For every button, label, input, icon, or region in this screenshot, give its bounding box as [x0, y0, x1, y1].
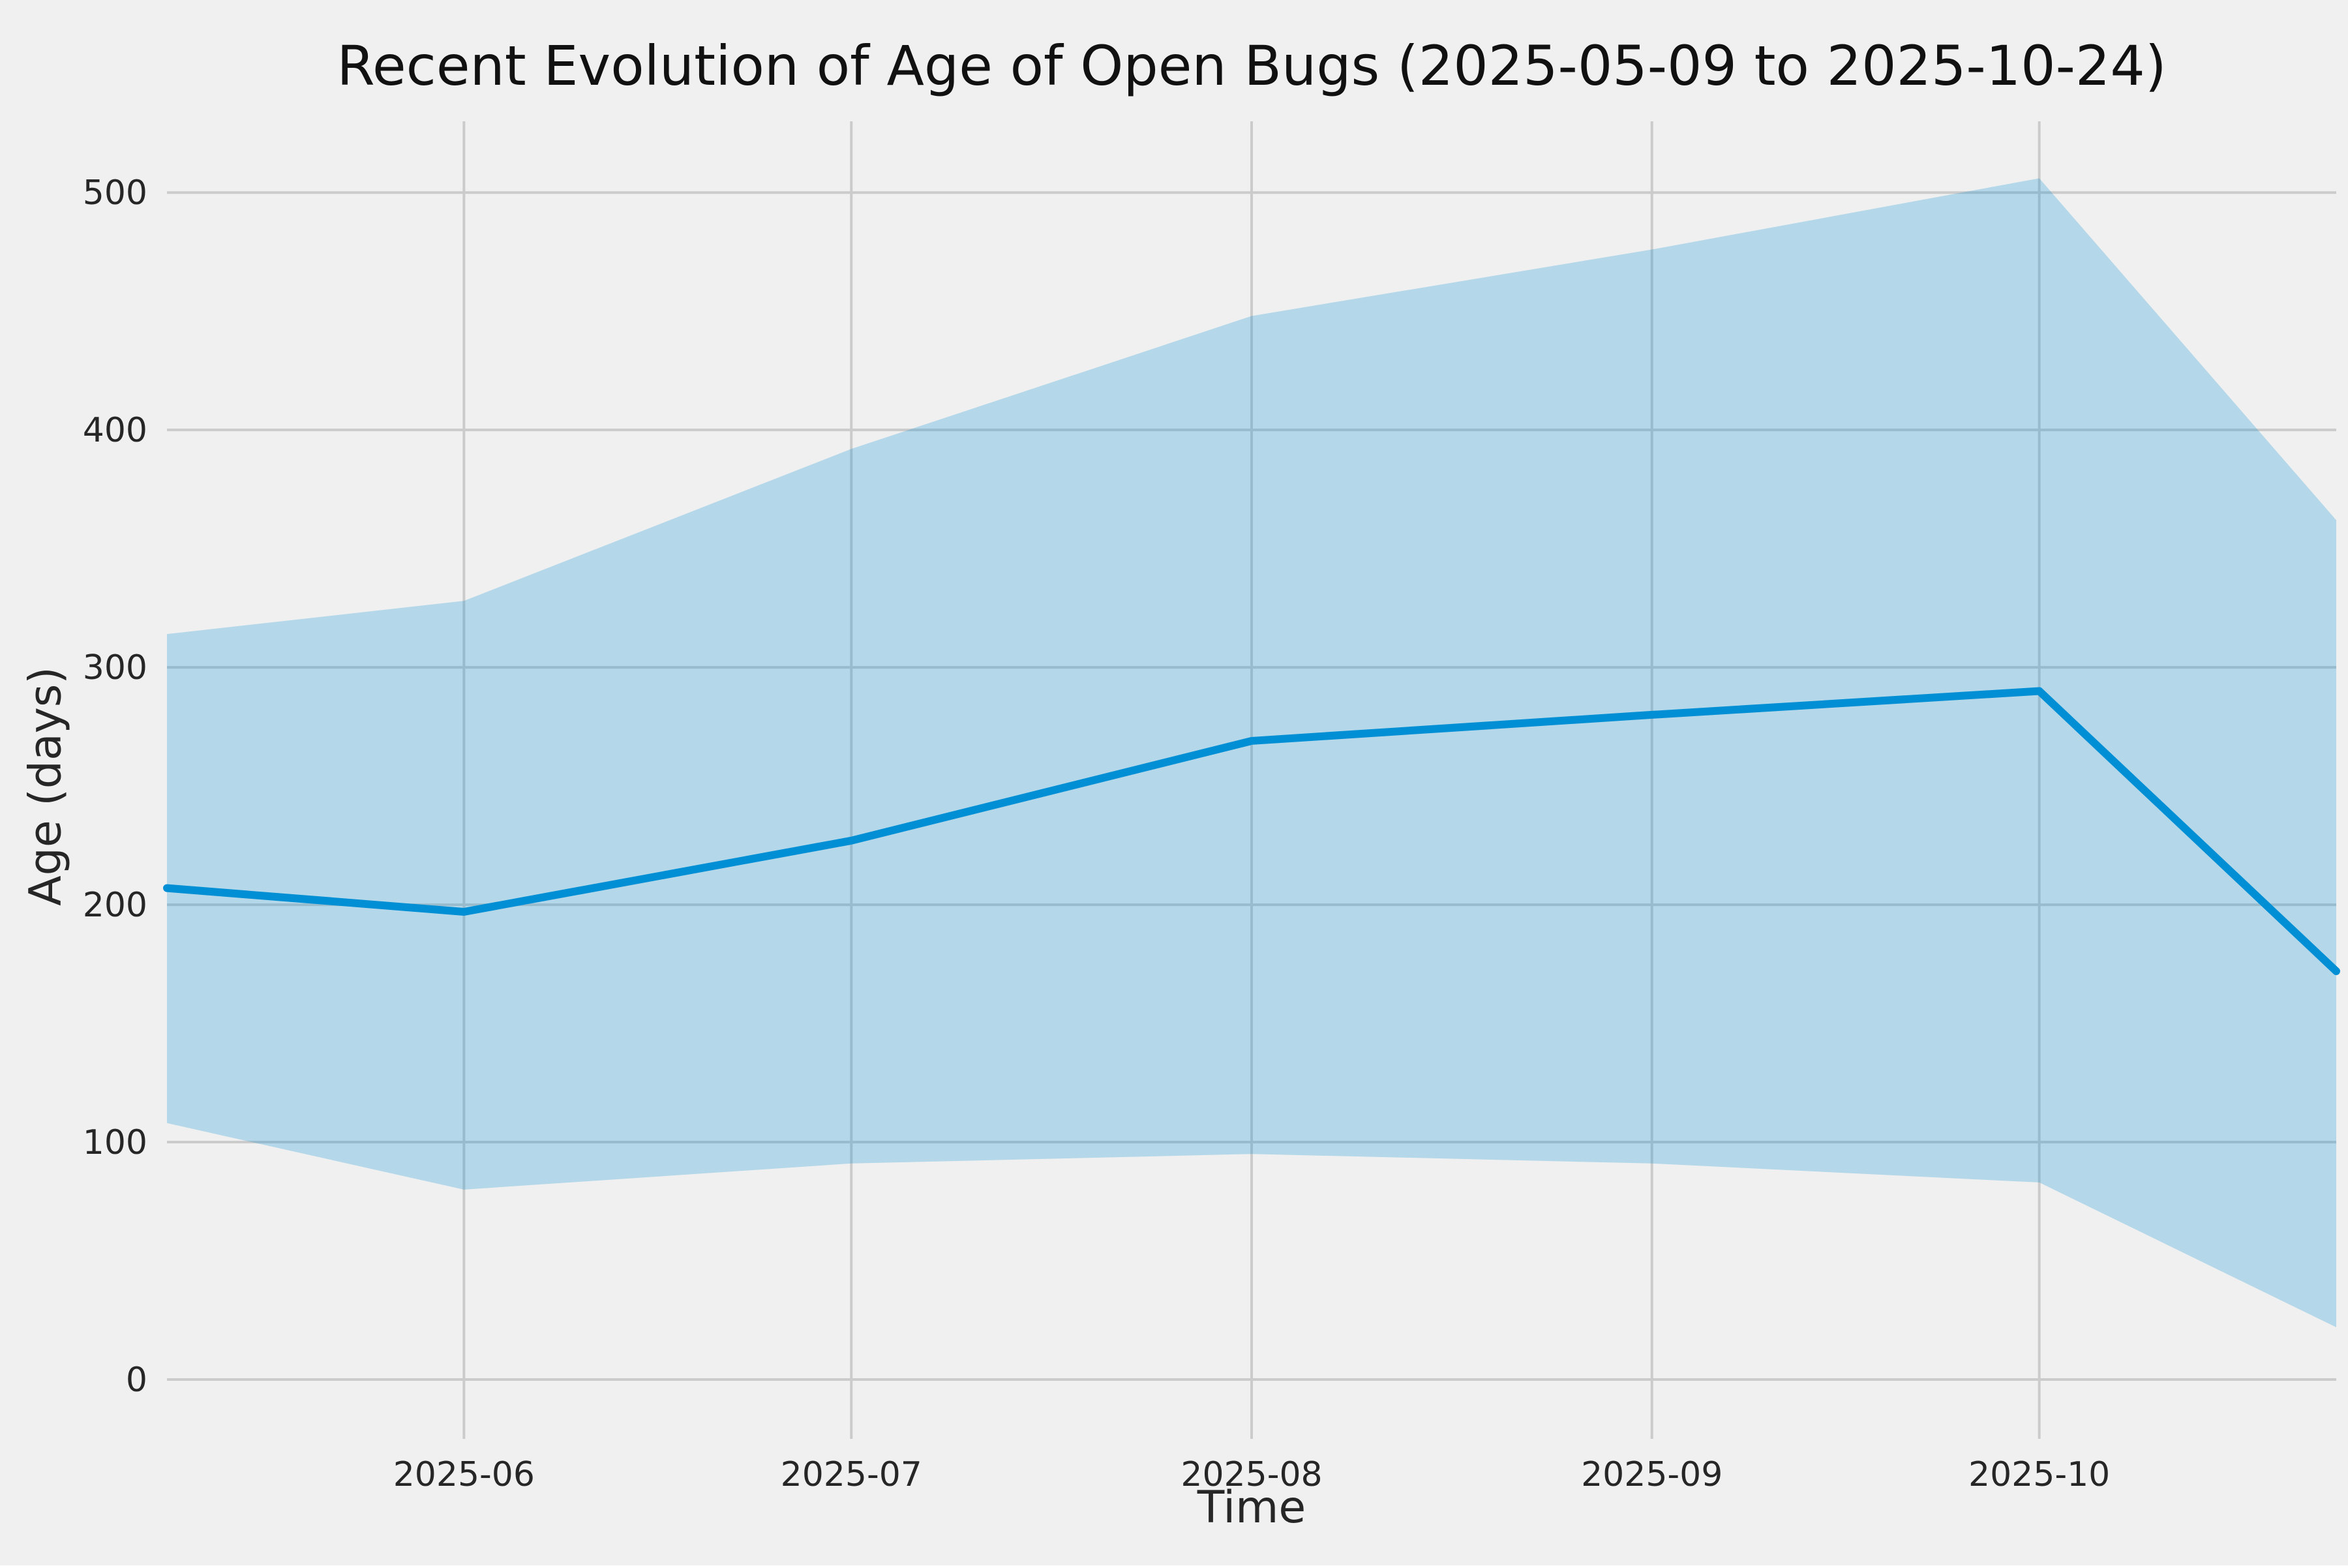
y-axis-label: Age (days) [20, 667, 72, 906]
x-tick-label: 2025-06 [393, 1455, 535, 1494]
y-tick-label: 0 [126, 1361, 147, 1400]
x-tick-label: 2025-10 [1968, 1455, 2110, 1494]
y-tick-label: 500 [83, 173, 147, 213]
y-tick-label: 300 [83, 648, 147, 687]
x-tick-label: 2025-08 [1181, 1455, 1322, 1494]
confidence-band [167, 178, 2336, 1327]
x-tick-label: 2025-07 [781, 1455, 922, 1494]
x-tick-label: 2025-09 [1581, 1455, 1723, 1494]
y-tick-label: 100 [83, 1123, 147, 1162]
chart-title: Recent Evolution of Age of Open Bugs (20… [337, 34, 2167, 98]
x-axis-label: Time [1197, 1482, 1306, 1533]
y-tick-label: 400 [83, 411, 147, 450]
y-tick-label: 200 [83, 886, 147, 925]
mean-age-line [163, 687, 2340, 975]
